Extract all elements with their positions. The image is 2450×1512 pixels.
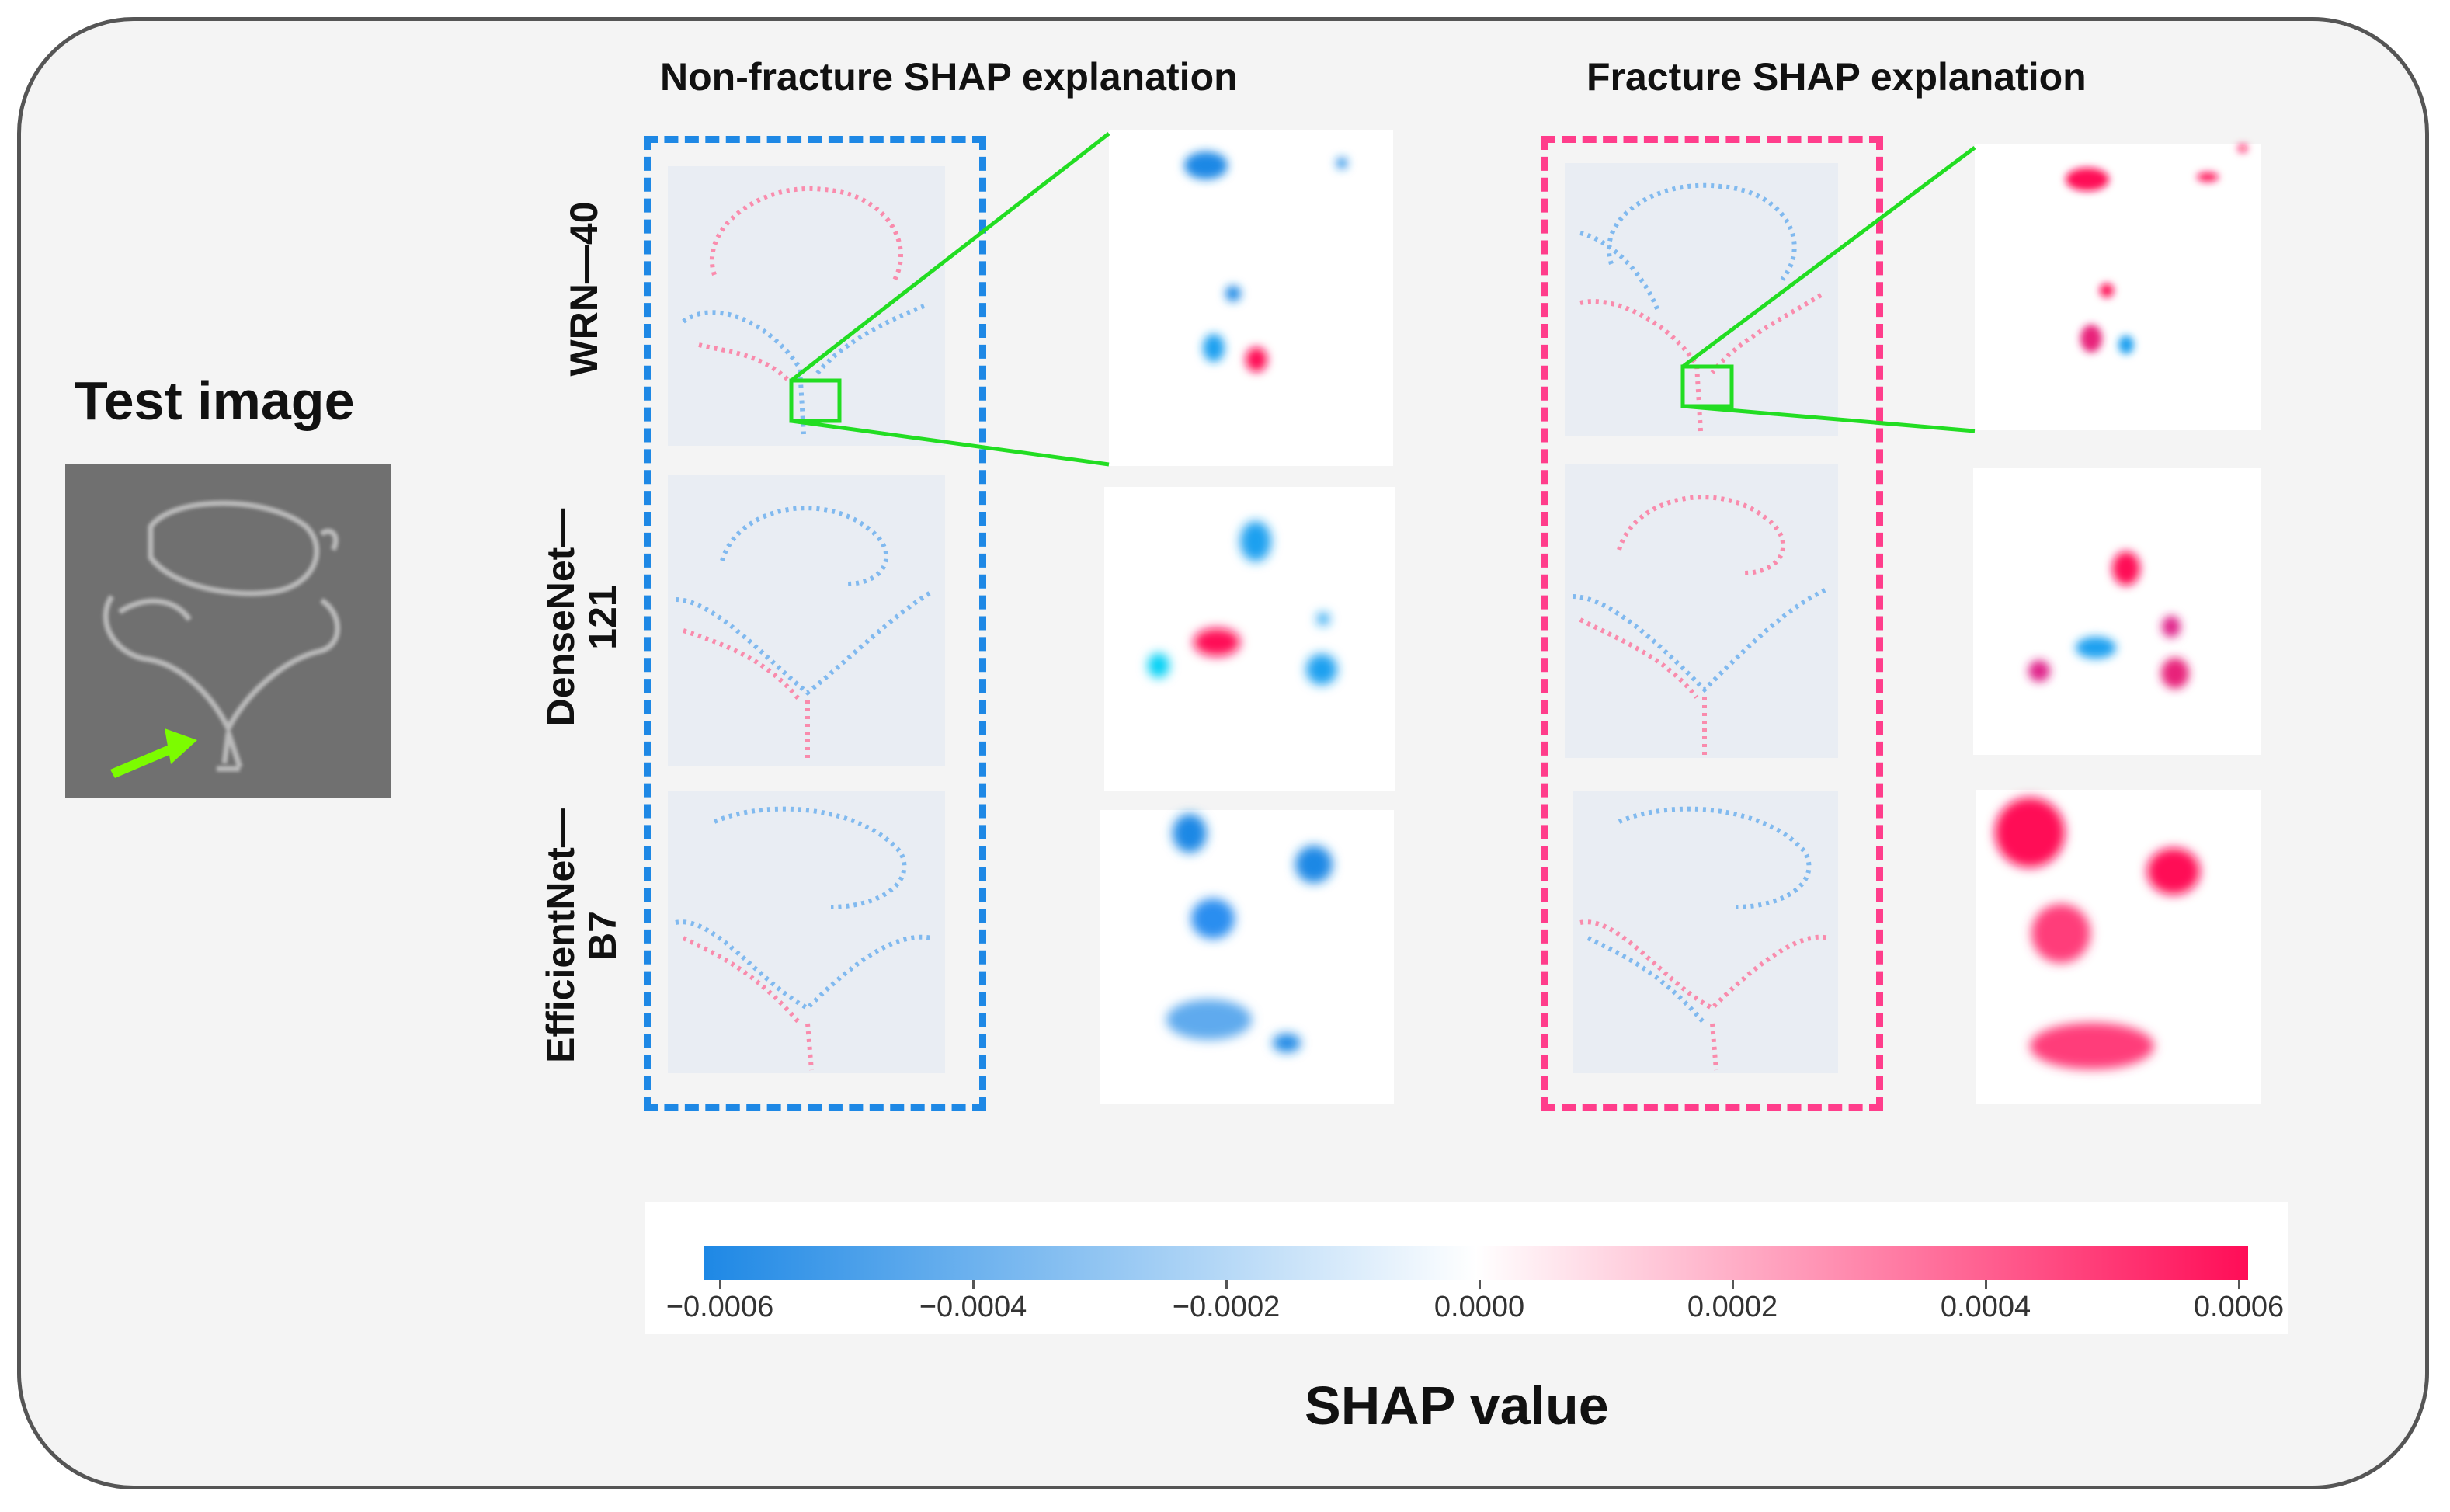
zoom-region-nonfracture <box>789 378 842 423</box>
zoom-region-fracture <box>1680 364 1734 408</box>
fracture-column-title: Fracture SHAP explanation <box>1586 55 2087 99</box>
colorbar-tick-label: 0.0000 <box>1434 1291 1525 1323</box>
zoom-nonfracture-efficientnet <box>1100 810 1394 1104</box>
colorbar-tick-label: 0.0004 <box>1940 1291 2031 1323</box>
colorbar-panel: −0.0006 −0.0004 −0.0002 0.0000 0.0002 0.0004 0… <box>645 1202 2288 1334</box>
colorbar-tick-mark <box>972 1280 975 1289</box>
non-fracture-dashed-box <box>644 136 986 1111</box>
colorbar-tick-label: −0.0006 <box>665 1291 774 1323</box>
zoom-fracture-efficientnet <box>1976 790 2261 1104</box>
zoom-nonfracture-densenet <box>1104 487 1395 791</box>
colorbar-tick-mark <box>2238 1280 2240 1289</box>
colorbar-tick-mark <box>1479 1280 1481 1289</box>
fracture-dashed-box <box>1541 136 1883 1111</box>
colorbar-tick-label: 0.0006 <box>2193 1291 2285 1323</box>
colorbar-tick-mark <box>1985 1280 1987 1289</box>
non-fracture-column-title: Non-fracture SHAP explanation <box>660 55 1238 99</box>
heatmap-fracture-efficientnet <box>1573 791 1838 1073</box>
colorbar-tick-mark <box>1732 1280 1734 1289</box>
zoom-fracture-densenet <box>1973 468 2261 755</box>
heatmap-fracture-wrn <box>1565 163 1838 436</box>
colorbar-tick-label: −0.0004 <box>919 1291 1027 1323</box>
colorbar-tick-mark <box>1225 1280 1228 1289</box>
zoom-nonfracture-wrn <box>1109 130 1393 466</box>
colorbar-gradient <box>704 1246 2248 1280</box>
colorbar-title: SHAP value <box>1305 1375 1609 1436</box>
heatmap-nonfracture-densenet <box>668 475 945 766</box>
test-image-title: Test image <box>75 370 355 431</box>
colorbar-tick-label: 0.0002 <box>1687 1291 1778 1323</box>
colorbar-tick-label: −0.0002 <box>1172 1291 1281 1323</box>
test-image <box>65 464 391 798</box>
colorbar-tick-mark <box>719 1280 721 1289</box>
heatmap-nonfracture-efficientnet <box>668 791 945 1073</box>
heatmap-nonfracture-wrn <box>668 166 945 446</box>
arrow-icon <box>110 728 197 778</box>
heatmap-fracture-densenet <box>1565 464 1838 758</box>
zoom-fracture-wrn <box>1975 144 2261 430</box>
